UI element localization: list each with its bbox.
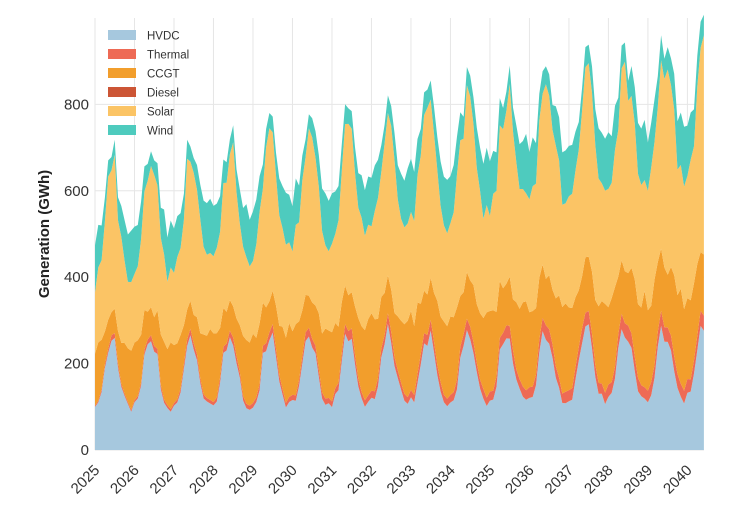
legend-swatch	[108, 106, 136, 116]
legend-swatch	[108, 49, 136, 59]
area-wind	[95, 14, 704, 293]
legend-swatch	[108, 87, 136, 97]
x-tick-label: 2029	[226, 462, 262, 498]
x-axis-ticks: 2025 2026 2027 2028 2029 2030 2031 2032 2033 2034…	[68, 462, 696, 498]
legend-item-thermal: Thermal	[108, 49, 189, 62]
stacked-areas	[95, 14, 704, 450]
y-tick-label: 0	[81, 442, 89, 459]
legend-swatch	[108, 125, 136, 135]
x-tick-label: 2027	[147, 462, 183, 498]
legend-item-diesel: Diesel	[108, 87, 179, 100]
legend-item-hvdc: HVDC	[108, 30, 180, 43]
x-tick-label: 2033	[384, 462, 420, 498]
legend-swatch	[108, 68, 136, 78]
legend-label: Diesel	[147, 88, 179, 100]
x-tick-label: 2038	[581, 462, 617, 498]
x-tick-label: 2040	[660, 462, 696, 498]
y-tick-label: 800	[64, 96, 89, 113]
x-tick-label: 2028	[186, 462, 222, 498]
area-ccgt	[95, 248, 704, 410]
legend: HVDC Thermal CCGT Diesel Solar Wind	[108, 30, 189, 138]
legend-label: Solar	[147, 107, 174, 119]
x-tick-label: 2026	[107, 462, 143, 498]
x-tick-label: 2035	[463, 462, 499, 498]
legend-label: HVDC	[147, 31, 180, 43]
x-tick-label: 2036	[502, 462, 538, 498]
area-hvdc	[95, 324, 704, 450]
legend-label: Wind	[147, 126, 173, 138]
y-tick-label: 600	[64, 183, 89, 200]
legend-item-ccgt: CCGT	[108, 68, 180, 81]
legend-label: Thermal	[147, 50, 189, 62]
y-tick-label: 200	[64, 356, 89, 373]
area-solar	[95, 35, 704, 354]
x-tick-label: 2031	[305, 462, 341, 498]
legend-item-wind: Wind	[108, 125, 173, 138]
x-tick-label: 2025	[68, 462, 104, 498]
x-tick-label: 2037	[542, 462, 578, 498]
legend-item-solar: Solar	[108, 106, 174, 119]
legend-swatch	[108, 30, 136, 40]
x-tick-label: 2032	[344, 462, 380, 498]
x-tick-label: 2039	[621, 462, 657, 498]
y-axis-ticks: 0 200 400 600 800	[64, 96, 89, 459]
y-tick-label: 400	[64, 269, 89, 286]
x-tick-label: 2030	[265, 462, 301, 498]
y-axis-label: Generation (GWh)	[36, 170, 53, 298]
x-tick-label: 2034	[423, 462, 459, 498]
legend-label: CCGT	[147, 69, 180, 81]
